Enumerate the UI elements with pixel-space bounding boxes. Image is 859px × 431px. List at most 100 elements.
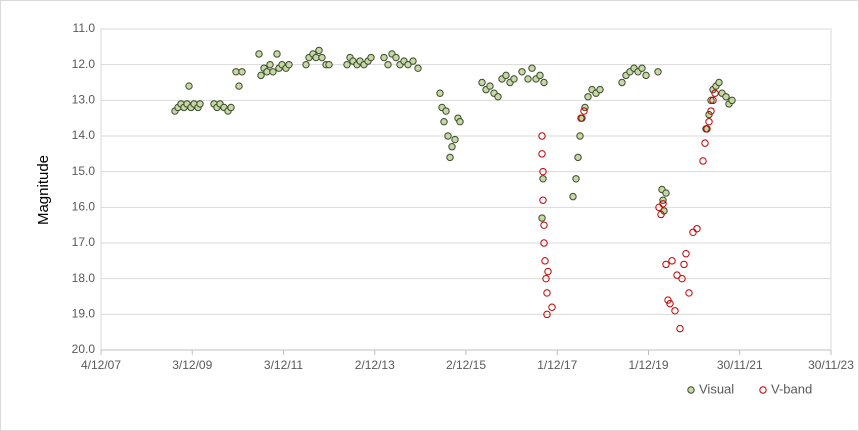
point [494,93,502,101]
point [478,78,486,87]
x-tick-label: 3/12/11 [264,358,303,372]
point [404,60,412,69]
y-tick-label: 17.0 [72,235,96,249]
point [671,307,679,315]
point [238,68,246,76]
point [542,274,550,283]
point [528,64,536,72]
x-tick-label: 30/11/23 [808,358,854,372]
point [584,93,592,101]
point [325,60,333,69]
point [569,192,577,201]
point [302,60,310,69]
point [680,260,688,269]
point [685,289,693,297]
point [572,175,580,183]
y-axis-label: Magnitude [35,155,52,225]
point [642,71,650,80]
x-tick-label: 1/12/19 [628,358,668,372]
point [576,132,584,140]
point [678,274,686,283]
point [722,93,730,101]
point [540,78,548,87]
point [659,200,667,208]
point [440,118,448,126]
point [255,50,263,58]
x-tick-label: 4/12/07 [81,358,121,372]
point [682,250,690,258]
point [539,167,547,176]
legend-label: Visual [699,381,734,396]
point [539,175,547,183]
point [548,303,556,311]
point [705,118,713,126]
point [456,118,464,126]
point [380,53,388,62]
point [701,139,709,147]
x-tick-label: 30/11/21 [717,358,763,372]
point [235,82,243,90]
point [257,71,265,80]
point [227,103,235,112]
point [728,96,736,105]
point [673,271,681,279]
y-tick-label: 13.0 [72,93,96,107]
point [707,107,715,115]
point [185,82,193,90]
point [538,132,546,140]
point [699,157,707,165]
point [709,96,717,105]
y-tick-label: 20.0 [72,342,96,356]
point [711,89,719,97]
point [285,60,293,69]
point [263,68,271,76]
x-tick-label: 2/12/15 [446,358,486,372]
y-tick-label: 16.0 [72,200,96,214]
point [715,78,723,87]
point [502,71,510,80]
point [662,189,670,197]
point [232,68,240,76]
point [315,46,323,55]
point [414,64,422,72]
y-tick-label: 11.0 [73,21,96,35]
legend-label: V-band [771,381,812,396]
point [541,257,549,265]
point [577,114,585,122]
point [409,57,417,65]
point [448,143,456,151]
point [451,135,459,144]
y-tick-label: 19.0 [72,307,96,321]
x-tick-label: 1/12/17 [537,358,577,372]
point [269,68,277,76]
point [266,60,274,69]
point [543,289,551,297]
point [707,96,715,105]
point [654,68,662,76]
point [444,132,452,140]
point [666,299,674,308]
legend-marker [687,386,695,394]
point [664,296,672,304]
point [538,214,546,222]
point [662,260,670,269]
point [657,210,665,219]
point [580,107,588,115]
point [540,239,548,247]
point [705,110,713,119]
point [539,196,547,204]
point [638,64,646,72]
y-tick-label: 14.0 [72,128,96,142]
point [436,89,444,97]
y-tick-label: 18.0 [72,271,96,285]
y-tick-label: 15.0 [72,164,96,178]
point [524,75,532,83]
point [442,107,450,115]
point [668,257,676,265]
point [693,225,701,233]
point [510,75,518,83]
point [392,53,400,62]
